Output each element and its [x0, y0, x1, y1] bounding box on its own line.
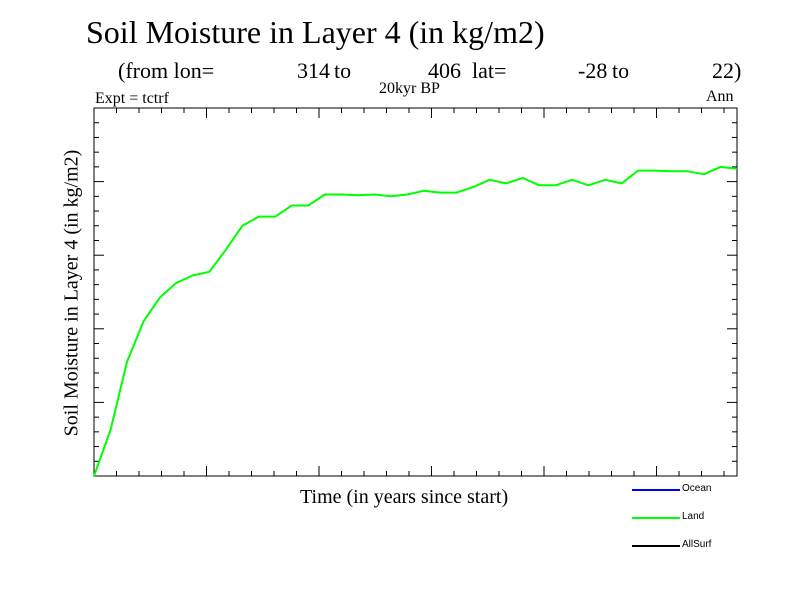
legend-label-land: Land [682, 511, 705, 522]
axis-ticks [94, 108, 737, 476]
legend-label-ocean: Ocean [682, 483, 712, 494]
x-axis-label: Time (in years since start) [300, 486, 509, 508]
subtitle-lon-from: 314 [297, 58, 330, 83]
subtitle-lat-label: lat= [472, 58, 507, 83]
subtitle-lat-to: 22) [712, 58, 742, 83]
series-layer [93, 165, 738, 477]
subtitle-to-2: to [612, 58, 630, 83]
subtitle-lat-from: -28 [578, 58, 608, 83]
period-label: 20kyr BP [379, 80, 440, 97]
legend-swatch-allsurf [632, 545, 680, 547]
legend-swatch-land [632, 517, 680, 519]
series-line-land [93, 165, 738, 477]
experiment-label: Expt = tctrf [95, 90, 169, 107]
plot-frame [93, 107, 738, 477]
legend-label-allsurf: AllSurf [682, 539, 712, 550]
subtitle-lon-to: 406 [428, 58, 461, 83]
y-axis-label: Soil Moisture in Layer 4 (in kg/m2) [60, 149, 83, 437]
chart-title: Soil Moisture in Layer 4 (in kg/m2) [86, 14, 545, 50]
subtitle-prefix: (from lon= [118, 58, 215, 83]
season-label: Ann [706, 88, 734, 105]
legend-swatch-ocean [632, 489, 680, 491]
subtitle-to-1: to [334, 58, 352, 83]
